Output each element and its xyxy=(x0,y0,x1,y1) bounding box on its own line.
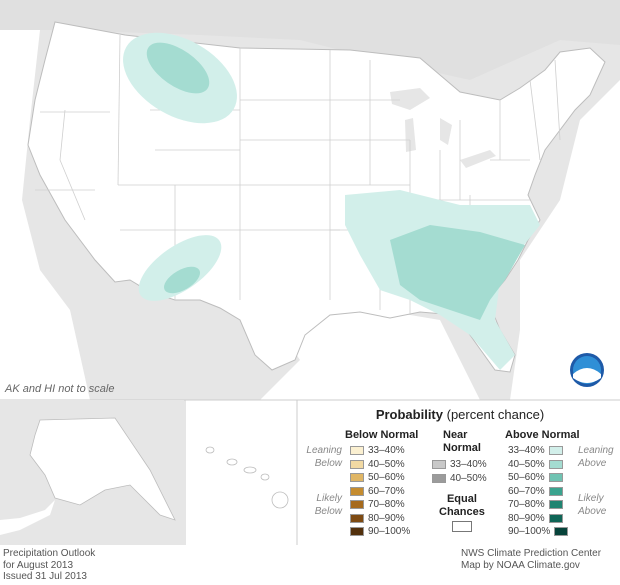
near-heading-line2: Normal xyxy=(443,442,481,454)
below-normal-row: 60–70% xyxy=(350,485,405,498)
leaning-below-label: Leaning Below xyxy=(302,444,342,470)
above40-montana xyxy=(146,42,210,94)
above40-southeast xyxy=(390,225,525,320)
above-normal-label: 50–60% xyxy=(508,472,545,483)
above40-southwest xyxy=(163,266,201,294)
lake-huron xyxy=(440,118,452,145)
atlantic-ocean xyxy=(510,80,620,400)
legend-title-bold: Probability xyxy=(375,407,443,422)
lake-michigan xyxy=(405,118,416,152)
above-normal-row: 60–70% xyxy=(508,485,563,498)
below-normal-swatch xyxy=(350,500,364,509)
hawaii-shapes xyxy=(205,446,289,509)
likely-below-1: Likely xyxy=(316,493,342,504)
above-normal-swatch xyxy=(548,473,563,482)
noaa-logo xyxy=(570,353,604,387)
below-normal-swatch xyxy=(350,513,364,523)
leaning-above-2: Above xyxy=(578,458,607,469)
legend-title-rest: (percent chance) xyxy=(443,407,545,422)
likely-below-label: Likely Below xyxy=(302,492,342,518)
below-normal-swatch xyxy=(350,459,364,469)
above-normal-label: 70–80% xyxy=(508,499,545,510)
equal-chances-swatch xyxy=(452,521,472,532)
above-normal-label: 33–40% xyxy=(508,445,545,456)
canada-region xyxy=(0,0,620,80)
leaning-above-label: Leaning Above xyxy=(578,444,614,470)
equal-line2: Chances xyxy=(439,506,485,518)
above-normal-swatch xyxy=(548,459,563,469)
near-normal-label: 40–50% xyxy=(450,472,487,484)
footer-right: NWS Climate Prediction Center Map by NOA… xyxy=(461,548,601,571)
likely-above-2: Above xyxy=(578,506,607,517)
below-normal-label: 90–100% xyxy=(368,526,411,537)
above-normal-label: 80–90% xyxy=(508,512,545,524)
below-normal-label: 60–70% xyxy=(368,485,405,497)
likely-above-1: Likely xyxy=(578,493,604,504)
footer-left: Precipitation Outlook for August 2013 Is… xyxy=(3,548,95,583)
footer-source: NWS Climate Prediction Center xyxy=(461,548,602,559)
near-normal-swatch xyxy=(432,473,446,483)
above-normal-swatch xyxy=(554,527,569,536)
near-normal-row: 33–40% xyxy=(432,458,487,471)
outlook-areas xyxy=(123,32,540,370)
above-normal-swatch xyxy=(548,446,563,455)
below-normal-row: 80–90% xyxy=(350,512,405,525)
alaska-shape xyxy=(29,417,176,521)
above-normal-row: 70–80% xyxy=(508,498,563,511)
equal-line1: Equal xyxy=(446,493,477,505)
lake-superior xyxy=(390,88,430,110)
below-normal-label: 70–80% xyxy=(368,499,405,510)
above-normal-row: 40–50% xyxy=(508,458,563,471)
near-normal-swatch xyxy=(432,460,446,469)
footer-issued: Issued 31 Jul 2013 xyxy=(3,571,87,582)
footer-period: for August 2013 xyxy=(3,559,74,571)
scale-note: AK and HI not to scale xyxy=(5,383,115,395)
below-normal-swatch xyxy=(350,473,364,482)
above-normal-row: 50–60% xyxy=(508,471,563,484)
near-normal-label: 33–40% xyxy=(450,459,487,470)
leaning-below-1: Leaning xyxy=(306,445,342,456)
above-normal-swatch xyxy=(548,513,563,523)
below-normal-row: 33–40% xyxy=(350,444,405,457)
above-normal-label: 60–70% xyxy=(508,485,545,497)
below-normal-label: 40–50% xyxy=(368,458,405,470)
leaning-below-2: Below xyxy=(314,458,342,469)
below-normal-swatch xyxy=(350,446,364,455)
below-normal-row: 50–60% xyxy=(350,471,405,484)
below-normal-label: 50–60% xyxy=(368,472,405,483)
footer-title: Precipitation Outlook xyxy=(3,548,96,559)
above-normal-row: 90–100% xyxy=(508,525,569,538)
above-normal-row: 33–40% xyxy=(508,444,563,457)
above-normal-swatch xyxy=(548,500,563,509)
above-normal-label: 40–50% xyxy=(508,458,545,470)
alaska-aleutians xyxy=(0,500,55,535)
below-normal-swatch xyxy=(350,486,364,496)
legend-title: Probability (percent chance) xyxy=(300,407,620,422)
above-normal-label: 90–100% xyxy=(508,526,551,537)
above-normal-swatch xyxy=(548,486,563,496)
leaning-above-1: Leaning xyxy=(578,445,614,456)
equal-chances-label: Equal Chances xyxy=(439,493,485,519)
above-normal-row: 80–90% xyxy=(508,512,563,525)
near-normal-row: 40–50% xyxy=(432,472,487,485)
lake-erie xyxy=(460,150,496,168)
above-normal-heading: Above Normal xyxy=(505,429,580,441)
likely-below-2: Below xyxy=(314,506,342,517)
below-normal-swatch xyxy=(350,527,364,536)
lean-above-southwest xyxy=(138,235,222,301)
below-normal-label: 80–90% xyxy=(368,512,405,524)
near-normal-heading: Near Normal xyxy=(443,429,481,455)
near-heading-line1: Near xyxy=(443,429,468,441)
below-normal-heading: Below Normal xyxy=(345,429,419,441)
below-normal-label: 33–40% xyxy=(368,445,405,456)
below-normal-row: 40–50% xyxy=(350,458,405,471)
footer-credit: Map by NOAA Climate.gov xyxy=(461,559,580,571)
below-normal-row: 90–100% xyxy=(350,525,410,538)
pacific-ocean xyxy=(0,30,90,400)
likely-above-label: Likely Above xyxy=(578,492,606,518)
below-normal-row: 70–80% xyxy=(350,498,405,511)
